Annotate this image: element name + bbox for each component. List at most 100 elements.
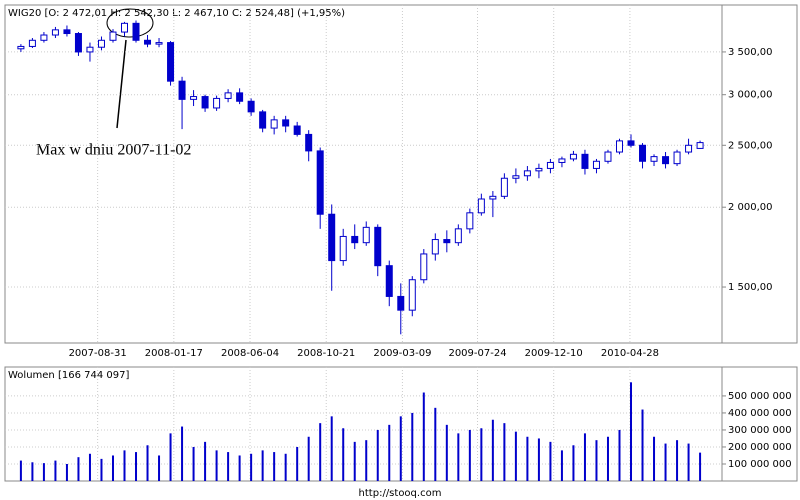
volume-bar — [388, 424, 391, 481]
x-tick-label: 2010-04-28 — [601, 348, 659, 359]
volume-bar — [319, 423, 322, 481]
volume-bar — [572, 445, 575, 481]
candle-body — [28, 39, 36, 47]
candle-body — [662, 156, 670, 165]
candle-body — [500, 177, 508, 197]
price-title: WIG20 [O: 2 472,01 H: 2 542,30 L: 2 467,… — [8, 8, 345, 19]
candle-body — [466, 212, 474, 230]
candle-body — [420, 253, 428, 281]
footer: http://stooq.com — [359, 488, 442, 499]
marks: 1 500,00 2 000,00 2 500,00 3 000,00 3 500,00… — [5, 5, 792, 481]
y-tick-label: 300 000 000 — [728, 425, 792, 436]
volume-bar — [399, 416, 402, 481]
volume-bar — [54, 460, 57, 481]
volume-bar — [595, 440, 598, 481]
candle-body — [17, 45, 25, 50]
candle-body — [351, 235, 359, 244]
candle-body — [339, 235, 347, 262]
volume-bar — [457, 433, 460, 481]
y-tick-label: 400 000 000 — [728, 408, 792, 419]
volume-bar — [77, 457, 80, 481]
volume-bar — [664, 443, 667, 481]
candle-body — [155, 42, 163, 45]
volume-bar — [503, 423, 506, 481]
volume-bar — [422, 392, 425, 481]
candle-body — [604, 151, 612, 162]
volume-bar — [100, 458, 103, 481]
volume-bar — [365, 440, 368, 481]
volume-bar — [445, 424, 448, 481]
volume-bar — [434, 407, 437, 481]
y-tick-label: 3 500,00 — [728, 47, 773, 58]
candle-body — [247, 100, 255, 113]
volume-bar — [31, 462, 34, 481]
candle-body — [259, 111, 267, 129]
x-tick-label: 2008-06-04 — [221, 348, 279, 359]
volume-bar — [676, 440, 679, 481]
candle-body — [144, 39, 152, 45]
volume-bar — [284, 453, 287, 481]
candle-body — [512, 175, 520, 179]
volume-bar — [537, 438, 540, 481]
y-tick-label: 100 000 000 — [728, 459, 792, 470]
candle-body — [190, 96, 198, 100]
candle-body — [224, 92, 232, 99]
candle-body — [282, 119, 290, 127]
candle-body — [121, 22, 128, 33]
x-tick-label: 2008-01-17 — [145, 348, 203, 359]
candle-body — [316, 150, 324, 215]
volume-bar — [296, 446, 299, 481]
volume-bar — [135, 452, 138, 481]
candle-body — [696, 142, 704, 149]
volume-bar — [227, 452, 230, 481]
candle-body — [385, 265, 393, 297]
volume-bar — [330, 416, 333, 481]
volume-bar — [192, 446, 195, 481]
candle-body — [489, 195, 497, 200]
candle-body — [443, 239, 451, 244]
volume-bar — [65, 463, 68, 481]
volume-bar — [687, 443, 690, 481]
volume-bar — [204, 441, 207, 481]
volume-bar — [480, 428, 483, 481]
y-tick-label: 2 500,00 — [728, 140, 773, 151]
candle-body — [236, 92, 244, 102]
candle-body — [86, 46, 94, 53]
volume-bar — [560, 450, 563, 481]
x-tick-label: 2008-10-21 — [297, 348, 355, 359]
volume-bar — [583, 433, 586, 481]
candle-body — [523, 170, 531, 177]
volume-bar — [146, 445, 149, 481]
volume-bar — [353, 441, 356, 481]
volume-bar — [261, 450, 264, 481]
volume-bar — [468, 429, 471, 481]
volume-bar — [653, 436, 656, 481]
volume-bar — [238, 455, 241, 481]
candle-body — [40, 34, 48, 41]
volume-bar — [19, 460, 22, 481]
y-tick-label: 200 000 000 — [728, 442, 792, 453]
candle-body — [63, 29, 71, 35]
x-tick-label: 2009-07-24 — [448, 348, 506, 359]
volume-bar — [699, 452, 702, 481]
candle-body — [615, 140, 623, 153]
candle-body — [581, 153, 589, 169]
x-tick-label: 2009-03-09 — [373, 348, 431, 359]
candle-body — [201, 96, 209, 109]
y-tick-label: 500 000 000 — [728, 391, 792, 402]
volume-bar — [111, 455, 114, 481]
candle-body — [362, 226, 370, 244]
annotation-ellipse — [106, 8, 154, 38]
candle-body — [454, 228, 462, 244]
volume-bar — [42, 463, 45, 481]
volume-bar — [526, 436, 529, 481]
volume-bar — [169, 433, 172, 481]
candle-body — [535, 167, 543, 172]
volume-bar — [342, 428, 345, 481]
volume-bar — [549, 441, 552, 481]
candle-body — [109, 31, 117, 41]
volume-bar — [606, 436, 609, 481]
volume-bar — [250, 453, 253, 481]
